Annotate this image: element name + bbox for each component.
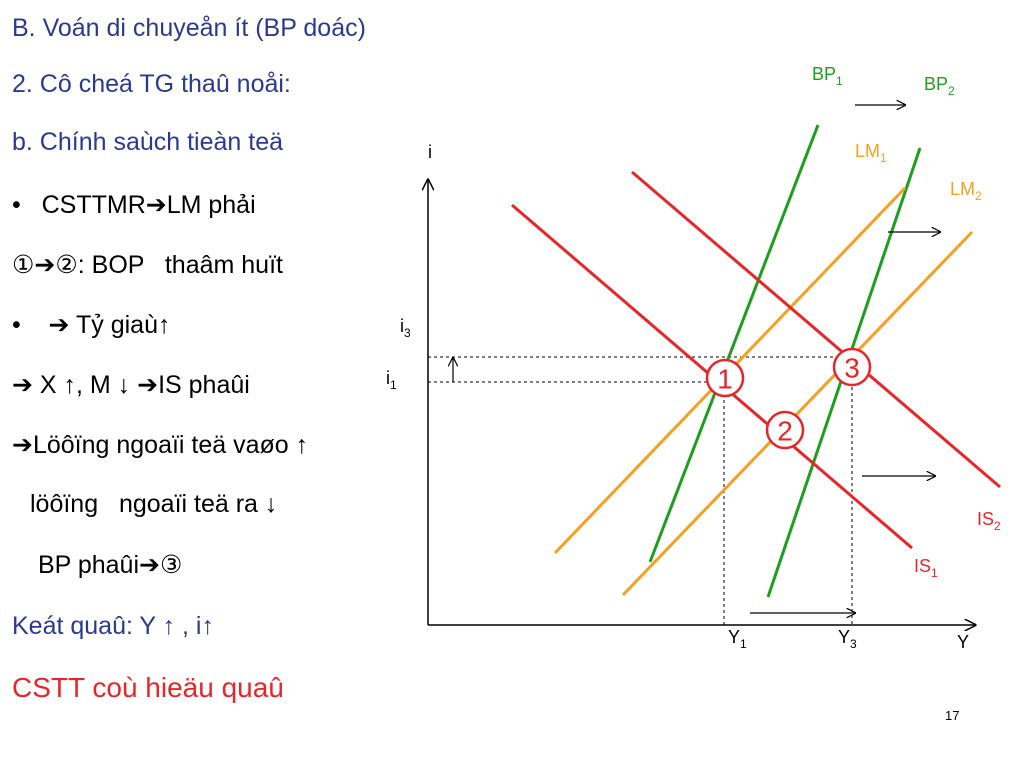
curve-label: BP2 (924, 74, 955, 98)
point: ➔Löôïng ngoaïi teä vaøo ↑ (12, 431, 309, 459)
level-label: i1 (386, 368, 397, 392)
subtitle: 2. Cô cheá TG thaû noåi: (12, 70, 291, 98)
marker-label: 2 (777, 416, 793, 447)
conclusion: CSTT coù hieäu quaû (12, 672, 284, 703)
is2-line (631, 170, 1001, 489)
bullet: • CSTTMR➔LM phải (12, 191, 256, 219)
page-number: 17 (945, 708, 959, 723)
level-label: i3 (400, 316, 411, 340)
bullet: • ➔ Tỷ giaù↑ (12, 311, 171, 339)
y-axis-label: i (428, 142, 432, 162)
curve-label: LM1 (855, 141, 887, 165)
marker-circle (765, 410, 805, 450)
curve-label: LM2 (950, 179, 982, 203)
marker-circle (832, 347, 872, 387)
title: B. Voán di chuyeån ít (BP doác) (12, 14, 366, 42)
point: ①➔②: BOP thaâm huït (12, 251, 283, 279)
curve-label: IS1 (914, 556, 938, 580)
bp1-line (648, 124, 820, 563)
result: Keát quaû: Y ↑ , i↑ (12, 612, 214, 640)
level-label: Y3 (838, 627, 857, 651)
marker-label: 1 (717, 364, 733, 395)
point: löôïng ngoaïi teä ra ↓ (30, 490, 278, 518)
curve-label: BP1 (812, 64, 843, 88)
point: ➔ Tỷ giaù↑ (48, 311, 171, 339)
marker-circle (705, 358, 745, 398)
x-axis-label: Y (957, 632, 969, 652)
point: ➔ X ↑, M ↓ ➔IS phaûi (12, 371, 250, 399)
section: b. Chính saùch tieàn teä (12, 128, 284, 156)
point: BP phaûi➔③ (38, 551, 183, 579)
level-label: Y1 (728, 627, 747, 651)
marker-label: 3 (844, 353, 860, 384)
point: CSTTMR➔LM phải (41, 191, 256, 219)
curve-label: IS2 (977, 509, 1001, 533)
lm2-line (621, 230, 974, 597)
